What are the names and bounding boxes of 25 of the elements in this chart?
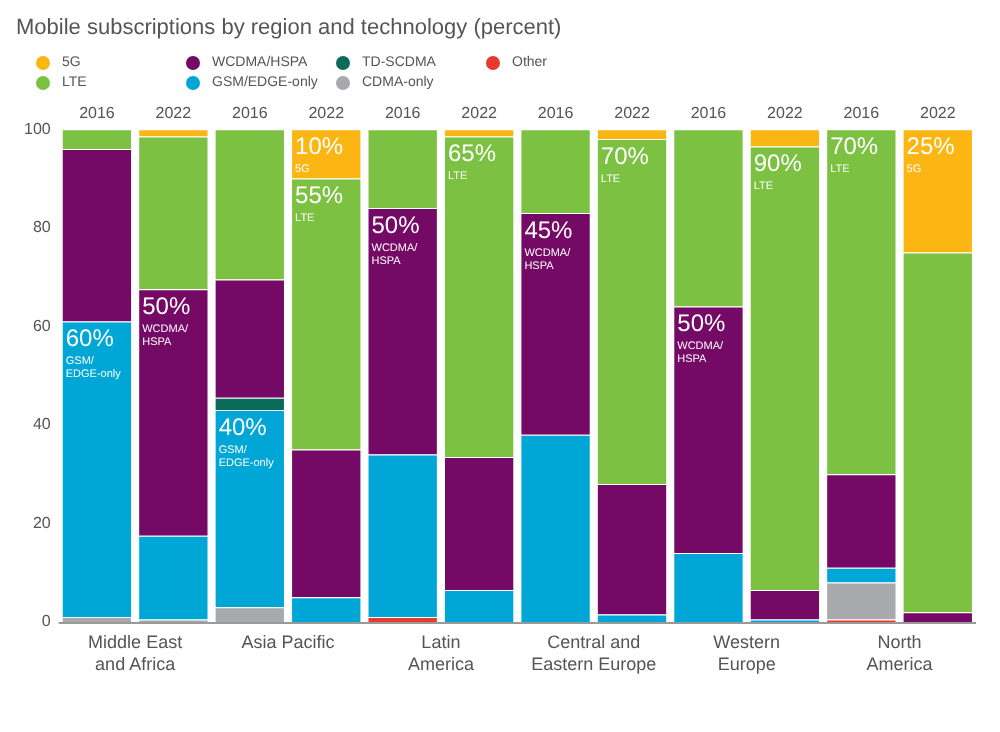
x-tick-label: 2016 xyxy=(79,104,116,123)
x-tick-label: 2022 xyxy=(155,104,193,123)
text: Middle East and Africa xyxy=(88,631,184,674)
y-tick-label: 40 xyxy=(32,415,52,434)
x-tick-label: 2022 xyxy=(767,104,804,123)
x-tick-label: 2016 xyxy=(384,104,422,123)
text: Western Europe xyxy=(713,631,781,674)
x-tick-label: 2022 xyxy=(308,104,346,123)
text: Latin America xyxy=(407,631,474,674)
x-tick-label: 2016 xyxy=(537,104,575,123)
y-tick-label: 20 xyxy=(32,513,52,532)
y-tick-label: 0 xyxy=(41,612,52,631)
y-tick-label: 80 xyxy=(32,218,52,237)
x-tick-label: 2016 xyxy=(843,104,881,123)
x-tick-label: 2022 xyxy=(919,104,957,123)
text: Central and Eastern Europe xyxy=(531,631,657,674)
y-tick-label: 60 xyxy=(32,316,52,335)
text: Asia Pacific xyxy=(241,631,336,652)
x-tick-label: 2022 xyxy=(461,104,499,123)
x-tick-label: 2016 xyxy=(690,104,728,123)
y-tick-label: 100 xyxy=(23,119,52,138)
chart-title: Mobile subscriptions by region and technology (percent) xyxy=(16,16,564,40)
text: North America xyxy=(866,631,933,674)
x-tick-label: 2016 xyxy=(232,104,269,123)
x-tick-label: 2022 xyxy=(614,104,651,123)
